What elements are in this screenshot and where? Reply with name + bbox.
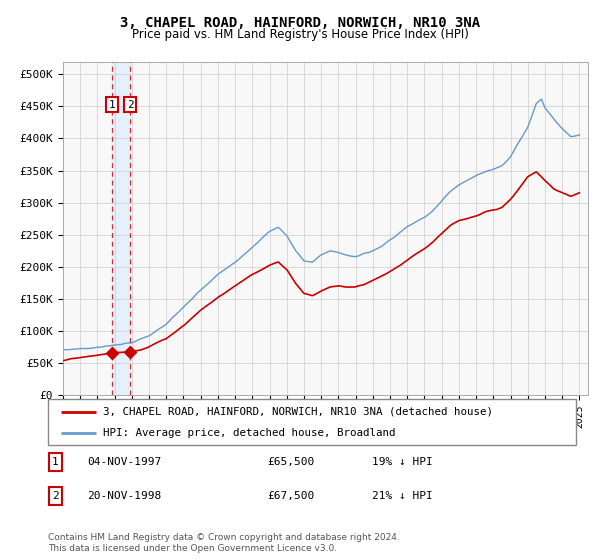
Bar <box>112 62 130 395</box>
Text: 2: 2 <box>127 100 134 110</box>
Text: 2: 2 <box>52 491 59 501</box>
Text: £65,500: £65,500 <box>267 457 314 467</box>
Text: HPI: Average price, detached house, Broadland: HPI: Average price, detached house, Broa… <box>103 428 396 438</box>
Text: 21% ↓ HPI: 21% ↓ HPI <box>372 491 433 501</box>
FancyBboxPatch shape <box>48 399 576 445</box>
Text: 1: 1 <box>52 457 59 467</box>
Text: £67,500: £67,500 <box>267 491 314 501</box>
Text: 20-NOV-1998: 20-NOV-1998 <box>87 491 161 501</box>
Text: Price paid vs. HM Land Registry's House Price Index (HPI): Price paid vs. HM Land Registry's House … <box>131 28 469 41</box>
Text: Contains HM Land Registry data © Crown copyright and database right 2024.
This d: Contains HM Land Registry data © Crown c… <box>48 533 400 553</box>
FancyBboxPatch shape <box>49 453 62 471</box>
Text: 19% ↓ HPI: 19% ↓ HPI <box>372 457 433 467</box>
Text: 04-NOV-1997: 04-NOV-1997 <box>87 457 161 467</box>
Text: 3, CHAPEL ROAD, HAINFORD, NORWICH, NR10 3NA (detached house): 3, CHAPEL ROAD, HAINFORD, NORWICH, NR10 … <box>103 407 493 417</box>
Text: 3, CHAPEL ROAD, HAINFORD, NORWICH, NR10 3NA: 3, CHAPEL ROAD, HAINFORD, NORWICH, NR10 … <box>120 16 480 30</box>
Text: 1: 1 <box>109 100 115 110</box>
FancyBboxPatch shape <box>49 487 62 505</box>
